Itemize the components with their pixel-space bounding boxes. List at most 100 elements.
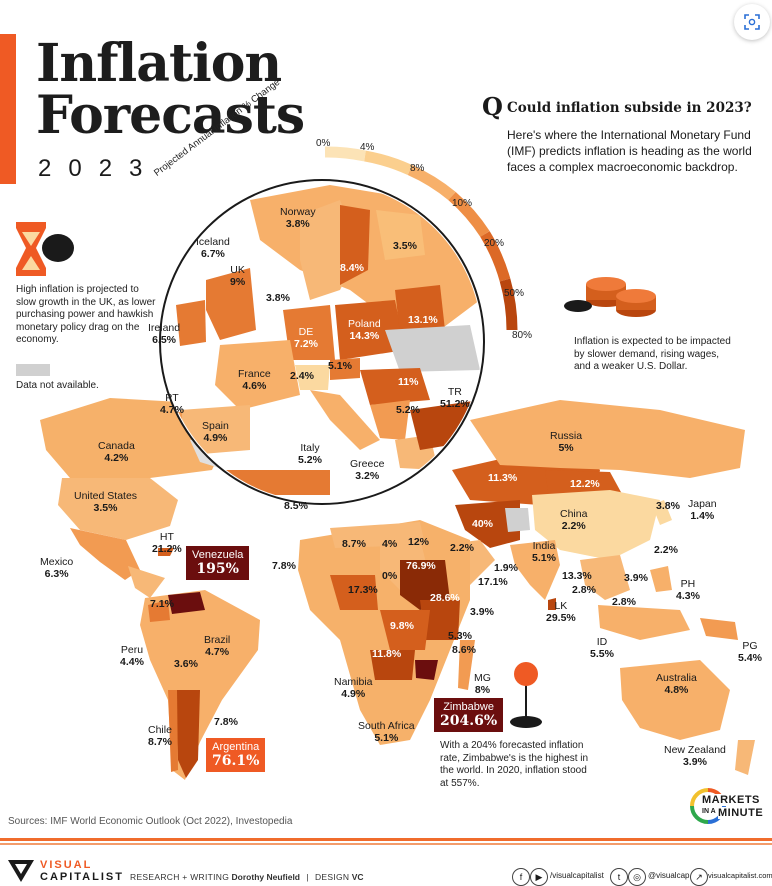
legend-tick: 4%	[360, 142, 375, 153]
title-line-1: Inflation	[36, 33, 282, 94]
no-data-label: Data not available.	[16, 380, 99, 391]
value-label: 3.8%	[656, 500, 680, 512]
value-label: 2.2%	[654, 544, 678, 556]
markets-in-a-minute-logo: MARKETS IN A MINUTE	[688, 786, 768, 830]
venezuela-highlight: Venezuela 195%	[186, 546, 250, 580]
footer-rule-thin	[0, 843, 772, 845]
social-handle[interactable]: /visualcapitalist	[550, 871, 604, 880]
legend-tick: 80%	[512, 330, 533, 341]
legend-tick: 10%	[452, 198, 473, 209]
value-label: 11.8%	[372, 648, 402, 660]
value-label: 2.4%	[290, 370, 314, 382]
website-link[interactable]: visualcapitalist.com	[708, 871, 772, 880]
country-label: PH 4.3%	[676, 578, 700, 602]
value-label: 13.1%	[408, 314, 438, 326]
country-label: MG 8%	[474, 672, 491, 696]
value-label: 7.8%	[272, 560, 296, 572]
twitter-icon[interactable]: t	[610, 868, 628, 886]
web-icon[interactable]: ↗	[690, 868, 708, 886]
value-label: 4%	[382, 538, 398, 550]
value-label: 11.3%	[488, 472, 518, 484]
value-label: 3.9%	[470, 606, 494, 618]
zimbabwe-note: With a 204% forecasted inflation rate, Z…	[440, 740, 589, 789]
legend-tick: 20%	[484, 238, 505, 249]
facebook-icon[interactable]: f	[512, 868, 530, 886]
value-label: 7.1%	[150, 598, 174, 610]
uk-note: High inflation is projected to slow grow…	[16, 284, 156, 345]
country-label: Chile 8.7%	[148, 724, 172, 748]
europe-inset	[159, 179, 485, 505]
value-label: 2.2%	[450, 542, 474, 554]
coins-note: Inflation is expected to be impacted by …	[574, 336, 731, 372]
country-label: China 2.2%	[560, 508, 588, 532]
sources-text: Sources: IMF World Economic Outlook (Oct…	[8, 816, 293, 827]
argentina-highlight: Argentina 76.1%	[206, 738, 266, 772]
value-label: 1.9%	[494, 562, 518, 574]
intro-text: Here's where the International Monetary …	[507, 128, 752, 174]
value-label: 12.2%	[570, 478, 600, 490]
value-label: 11%	[398, 376, 419, 388]
value-label: 28.6%	[430, 592, 460, 604]
country-label: PG 5.4%	[738, 640, 762, 664]
country-label: Namibia 4.9%	[334, 676, 373, 700]
value-label: 5.1%	[328, 360, 352, 372]
expand-button[interactable]	[734, 4, 770, 40]
value-label: 17.3%	[348, 584, 378, 596]
country-label: Mexico 6.3%	[40, 556, 74, 580]
visual-capitalist-logo-icon	[8, 860, 34, 882]
country-label: LK 29.5%	[546, 600, 576, 624]
zimbabwe-highlight: Zimbabwe 204.6%	[434, 698, 504, 732]
value-label: 2.8%	[572, 584, 596, 596]
value-label: 12%	[408, 536, 430, 548]
country-label: Greece 3.2%	[350, 458, 385, 482]
instagram-icon[interactable]: ◎	[628, 868, 646, 886]
footer-rule	[0, 838, 772, 841]
value-label: 8.4%	[340, 262, 364, 274]
country-label: United States 3.5%	[74, 490, 138, 514]
year-label: 2023	[38, 155, 160, 182]
value-label: 3.8%	[266, 292, 290, 304]
coins-icon	[564, 277, 656, 317]
value-label: 3.5%	[393, 240, 417, 252]
location-pin-icon	[510, 662, 542, 728]
country-label: DE 7.2%	[294, 326, 318, 350]
value-label: 76.9%	[406, 560, 436, 572]
value-label: 5.2%	[396, 404, 420, 416]
no-data-swatch	[16, 364, 50, 376]
country-label: Japan 1.4%	[688, 498, 717, 522]
country-label: India 5.1%	[532, 540, 556, 564]
value-label: 8.6%	[452, 644, 476, 656]
country-label: Canada 4.2%	[98, 440, 135, 464]
country-label: ID 5.5%	[590, 636, 614, 660]
legend-tick: 0%	[316, 138, 331, 149]
country-label: Italy 5.2%	[298, 442, 322, 466]
value-label: 3.6%	[174, 658, 198, 670]
brand-line1: VISUAL	[40, 859, 93, 871]
country-label: Peru 4.4%	[120, 644, 144, 668]
country-label: Iceland 6.7%	[196, 236, 230, 260]
value-label: 5.3%	[448, 630, 472, 642]
country-label: Poland 14.3%	[348, 318, 381, 342]
value-label: 40%	[472, 518, 494, 530]
country-label: France 4.6%	[238, 368, 271, 392]
question-letter: Q	[482, 92, 503, 121]
value-label: 17.1%	[478, 576, 508, 588]
social-handle[interactable]: @visualcap	[648, 871, 690, 880]
page-title: Inflation Forecasts	[36, 33, 305, 142]
country-label: HT 21.2%	[152, 531, 182, 555]
country-label: Ireland 6.5%	[148, 322, 181, 346]
value-label: 9.8%	[390, 620, 414, 632]
legend-arc	[324, 146, 518, 331]
country-label: UK 9%	[230, 264, 246, 288]
expand-icon	[744, 14, 760, 30]
question-text: Could inflation subside in 2023?	[507, 100, 752, 116]
hourglass-icon	[16, 222, 74, 276]
accent-bar	[0, 34, 16, 184]
credits: RESEARCH + WRITING Dorothy Neufield | DE…	[130, 872, 364, 882]
country-label: Spain 4.9%	[202, 420, 229, 444]
value-label: 13.3%	[562, 570, 592, 582]
value-label: 0%	[382, 570, 398, 582]
country-label: Russia 5%	[550, 430, 583, 454]
youtube-icon[interactable]: ▶	[530, 868, 548, 886]
